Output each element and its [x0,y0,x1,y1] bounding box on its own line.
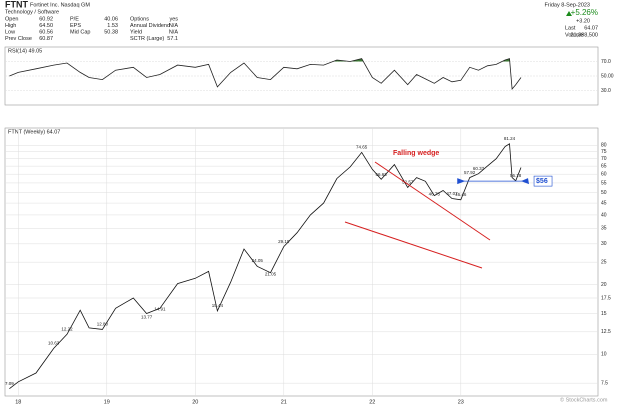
support-label: $56 [536,178,548,185]
quote-label: SCTR (Large) [130,36,164,42]
x-tick-label: 23 [458,399,464,405]
price-annotation: 24.05 [252,258,264,263]
y-tick-label: 35 [601,226,607,232]
quote-label: Yield [130,29,142,35]
quote-value: 60.87 [39,36,53,42]
y-tick-label: 40 [601,212,607,218]
y-tick-label: 60 [601,172,607,178]
wedge-lower [344,221,483,269]
y-tick-label: 80 [601,143,607,149]
price-annotation: 12.80 [97,322,109,327]
y-tick-label: 30 [601,241,607,247]
quote-value: N/A [169,29,179,35]
quote-label: Open [5,16,18,22]
price-annotation: 10.63 [48,340,60,345]
price-annotation: 7.09 [5,381,14,386]
price-annotation: 12.22 [61,326,73,331]
price-annotation: 74.65 [356,144,368,149]
quote-value: 50.38 [104,29,118,35]
quote-label: Low [5,29,15,35]
price-annotation: 46.73 [429,191,441,196]
date: Friday 8-Sep-2023 [544,2,590,8]
y-tick-label: 65 [601,163,607,169]
y-tick-label: 30.0 [601,88,611,94]
price-annotation: 46.46 [455,192,467,197]
quote-value: N/A [169,23,179,29]
quote-label: EPS [70,23,81,29]
quote-value: 40.06 [104,16,118,22]
company: Fortinet Inc. Nasdaq GM [30,2,90,8]
price-line [9,58,522,91]
support-box [533,175,553,187]
y-tick-label: 70.0 [601,59,611,65]
price-annotation: 14.91 [154,306,166,311]
y-tick-label: 17.5 [601,295,611,301]
y-tick-label: 25 [601,259,607,265]
price-annotation: 15.44 [212,303,224,308]
wedge-upper [374,161,491,241]
quote-label: P/E [70,16,79,22]
y-tick-label: 50 [601,190,607,196]
arrow [520,178,529,185]
price-line [9,143,522,390]
last-label: Last [565,25,576,31]
y-tick-label: 75 [601,149,607,155]
quote-value: 60.92 [39,16,53,22]
y-tick-label: 7.5 [601,380,608,386]
quote-label: Mid Cap [70,29,90,35]
change: +3.20 [576,18,590,24]
quote-value: 1.53 [107,23,118,29]
y-tick-label: 70 [601,156,607,162]
price-annotation: 29.19 [278,239,290,244]
price-annotation: 52.57 [402,180,414,185]
quote-label: Annual Dividend [130,23,170,29]
y-tick-label: 12.5 [601,329,611,335]
quote-label: Prev Close [5,36,32,42]
price-annotation: 21.05 [265,272,277,277]
panel-title: FTNT (Weekly) 64.07 [8,129,60,135]
price-annotation: 60.33 [473,166,485,171]
price-annotation: 13.77 [141,314,153,319]
quote-value: yes [169,16,178,22]
last-value: 64.07 [584,25,598,31]
up-arrow [566,11,572,16]
x-tick-label: 21 [281,399,287,405]
x-tick-label: 20 [192,399,198,405]
y-tick-label: 50.00 [601,73,614,79]
x-tick-label: 19 [104,399,110,405]
pattern-label: Falling wedge [393,150,439,157]
arrow [457,178,466,185]
y-tick-label: 45 [601,200,607,206]
y-tick-label: 15 [601,311,607,317]
price-annotation: 47.07 [446,191,458,196]
price-annotation: 56.18 [510,173,522,178]
quote-value: 57.1 [167,36,178,42]
panel-title: RSI(14) 49.05 [8,48,42,54]
y-tick-label: 10 [601,352,607,358]
watermark: © StockCharts.com [560,396,608,403]
volume-value: 21,388,500 [570,32,598,38]
price-annotation: 57.92 [464,170,476,175]
sector: Technology / Software [5,9,59,15]
quote-label: High [5,23,16,29]
y-tick-label: 55 [601,180,607,186]
price-annotation: 56.63 [376,172,388,177]
volume-label: Volume [565,32,583,38]
percent-change: +5.26% [571,8,598,17]
price-annotation: 81.24 [504,136,516,141]
quote-value: 64.50 [39,23,53,29]
quote-label: Options [130,16,149,22]
y-tick-label: 20 [601,282,607,288]
symbol: FTNT [5,0,28,9]
x-tick-label: 22 [369,399,375,405]
x-tick-label: 18 [15,399,21,405]
quote-value: 60.56 [39,29,53,35]
